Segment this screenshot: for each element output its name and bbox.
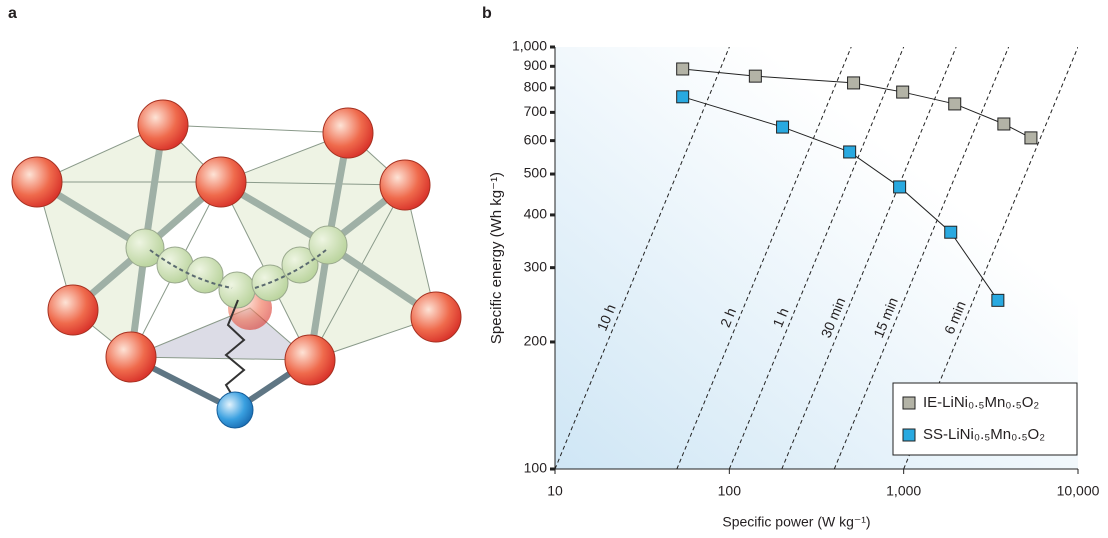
x-tick-label: 10,000 (1057, 483, 1100, 499)
legend-swatch (902, 428, 916, 442)
series-line (682, 96, 999, 301)
y-tick-label: 200 (524, 333, 548, 349)
legend-box (892, 382, 1078, 456)
time-line (676, 47, 852, 469)
data-point (676, 62, 690, 76)
y-tick-label: 1,000 (512, 38, 547, 54)
time-line (903, 47, 1078, 469)
data-point (944, 225, 958, 239)
y-tick-label: 600 (524, 131, 548, 147)
y-tick-label: 100 (524, 460, 548, 476)
time-line-label: 1 h (769, 305, 791, 329)
data-point (991, 293, 1005, 307)
y-tick-label: 800 (524, 79, 548, 95)
time-line-label: 2 h (717, 305, 739, 329)
data-point (776, 120, 790, 134)
y-axis-label: Specific energy (Wh kg⁻¹) (488, 172, 505, 344)
time-lines (555, 47, 1078, 469)
panel-label: a (8, 5, 17, 22)
data-point (843, 145, 857, 159)
time-line (833, 47, 1010, 469)
legend-swatch (902, 396, 916, 410)
panel-label: b (482, 5, 492, 22)
y-tick-label: 300 (524, 258, 548, 274)
time-line (781, 47, 957, 469)
data-point (893, 180, 907, 194)
y-tick-label: 500 (524, 165, 548, 181)
data-point (1024, 131, 1038, 145)
x-tick-label: 100 (718, 483, 742, 499)
data-point (896, 85, 910, 99)
data-point (847, 76, 861, 90)
data-point (997, 117, 1011, 131)
crystal-diagram (11, 99, 462, 429)
data-point (948, 97, 962, 111)
legend-label: SS-LiNi₀.₅Mn₀.₅O₂ (923, 426, 1045, 443)
y-tick-label: 700 (524, 103, 548, 119)
y-tick-label: 400 (524, 206, 548, 222)
data-point (676, 90, 690, 104)
y-tick-label: 900 (524, 57, 548, 73)
data-point (748, 69, 762, 83)
x-tick-label: 1,000 (886, 483, 921, 499)
time-line (555, 47, 730, 469)
x-tick-label: 10 (547, 483, 563, 499)
x-axis-label: Specific power (W kg⁻¹) (722, 514, 870, 530)
legend-label: IE-LiNi₀.₅Mn₀.₅O₂ (923, 394, 1039, 411)
time-line (728, 47, 905, 469)
